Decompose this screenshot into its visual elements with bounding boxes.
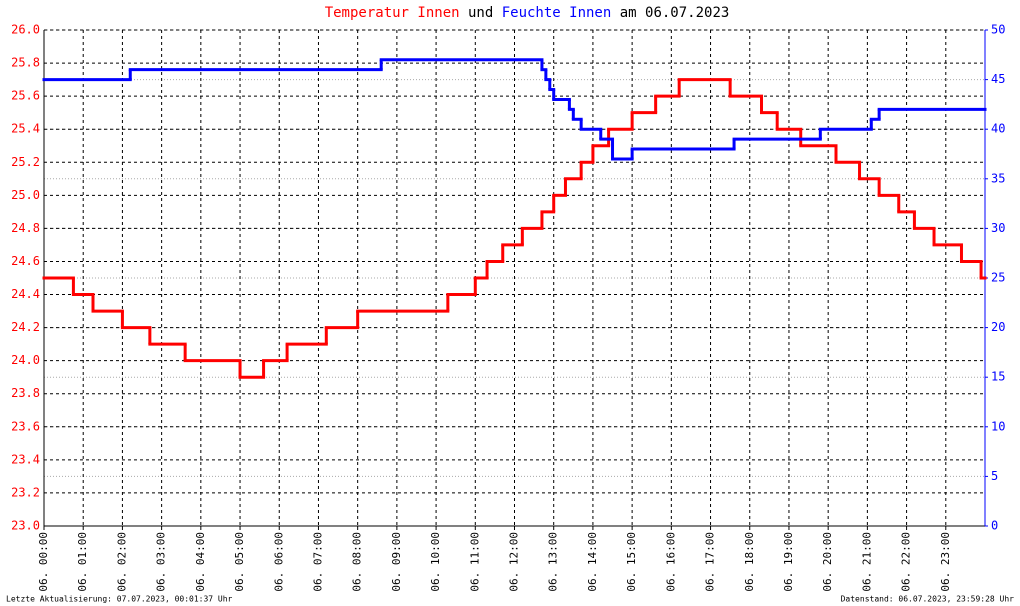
x-tick-label: 06. 23:00 — [939, 532, 952, 592]
x-tick-label: 06. 02:00 — [115, 532, 128, 592]
y-tick-label: 24.2 — [11, 320, 40, 334]
x-tick-label: 06. 17:00 — [704, 532, 717, 592]
y2-tick-label: 5 — [991, 469, 998, 483]
x-tick-label: 06. 00:00 — [37, 532, 50, 592]
y-tick-label: 25.6 — [11, 89, 40, 103]
y2-tick-label: 45 — [991, 72, 1005, 86]
title-connector: und — [468, 5, 493, 21]
x-tick-label: 06. 19:00 — [782, 532, 795, 592]
title-series-1: Temperatur Innen — [325, 5, 460, 21]
y-tick-label: 23.4 — [11, 452, 40, 466]
x-tick-label: 06. 05:00 — [233, 532, 246, 592]
y-tick-label: 25.0 — [11, 188, 40, 202]
y-tick-label: 24.4 — [11, 287, 40, 301]
y2-tick-label: 15 — [991, 370, 1005, 384]
chart-title: Temperatur Innen und Feuchte Innen am 06… — [325, 5, 730, 21]
y-tick-label: 26.0 — [11, 23, 40, 37]
y-tick-label: 25.4 — [11, 122, 40, 136]
x-tick-label: 06. 09:00 — [390, 532, 403, 592]
footer-right: Datenstand: 06.07.2023, 23:59:28 Uhr — [841, 595, 1015, 604]
x-tick-label: 06. 14:00 — [586, 532, 599, 592]
y-tick-label: 24.8 — [11, 221, 40, 235]
x-tick-label: 06. 10:00 — [429, 532, 442, 592]
title-series-2: Feuchte Innen — [502, 5, 612, 21]
x-tick-label: 06. 15:00 — [625, 532, 638, 592]
x-tick-label: 06. 08:00 — [351, 532, 364, 592]
footer-left: Letzte Aktualisierung: 07.07.2023, 00:01… — [6, 595, 233, 604]
y-tick-label: 23.2 — [11, 485, 40, 499]
y-tick-label: 23.0 — [11, 519, 40, 533]
x-tick-label: 06. 18:00 — [743, 532, 756, 592]
x-tick-label: 06. 20:00 — [821, 532, 834, 592]
y-tick-label: 23.6 — [11, 419, 40, 433]
y2-tick-label: 30 — [991, 221, 1005, 235]
y2-tick-label: 40 — [991, 122, 1005, 136]
x-tick-label: 06. 01:00 — [76, 532, 89, 592]
y-tick-label: 25.2 — [11, 155, 40, 169]
y2-tick-label: 10 — [991, 419, 1005, 433]
title-date: am 06.07.2023 — [620, 5, 730, 21]
y-tick-label: 23.8 — [11, 386, 40, 400]
y2-tick-label: 35 — [991, 171, 1005, 185]
x-tick-label: 06. 07:00 — [311, 532, 324, 592]
x-tick-label: 06. 22:00 — [900, 532, 913, 592]
x-tick-label: 06. 21:00 — [860, 532, 873, 592]
x-tick-label: 06. 16:00 — [664, 532, 677, 592]
y-tick-label: 24.6 — [11, 254, 40, 268]
x-tick-label: 06. 11:00 — [468, 532, 481, 592]
y2-tick-label: 0 — [991, 519, 998, 533]
y-tick-label: 24.0 — [11, 353, 40, 367]
x-tick-label: 06. 03:00 — [155, 532, 168, 592]
x-tick-label: 06. 06:00 — [272, 532, 285, 592]
y2-tick-label: 25 — [991, 271, 1005, 285]
y-tick-label: 25.8 — [11, 56, 40, 70]
y2-tick-label: 50 — [991, 23, 1005, 37]
x-tick-label: 06. 12:00 — [508, 532, 521, 592]
y2-tick-label: 20 — [991, 320, 1005, 334]
x-tick-label: 06. 13:00 — [547, 532, 560, 592]
x-tick-label: 06. 04:00 — [194, 532, 207, 592]
